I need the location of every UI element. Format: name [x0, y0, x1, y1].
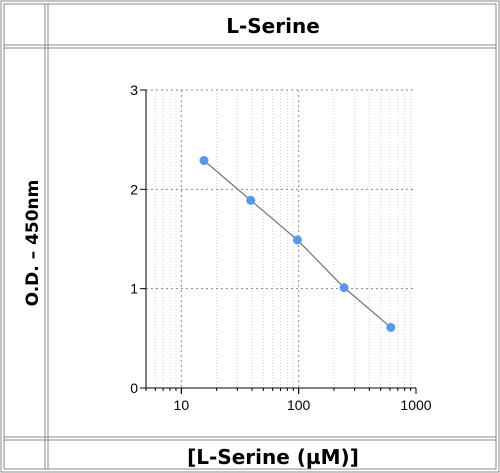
data-point	[246, 195, 256, 205]
inner-border	[3, 3, 497, 470]
data-point	[339, 283, 349, 293]
x-tick-label: 10	[174, 397, 190, 413]
y-tick-label: 3	[130, 82, 138, 98]
y-tick-label: 1	[130, 281, 138, 297]
x-tick-label: 100	[287, 397, 311, 413]
data-point	[199, 156, 209, 166]
chart-title: L-Serine	[226, 14, 320, 38]
data-point	[292, 235, 302, 245]
y-axis-label: O.D. – 450nm	[23, 180, 43, 307]
x-tick-label: 1000	[400, 397, 431, 413]
y-tick-label: 0	[130, 380, 138, 396]
x-axis-label: [L-Serine (µM)]	[187, 445, 359, 469]
y-tick-label: 2	[130, 181, 138, 197]
plot-area: 0 1 2 3 10 100 1000	[130, 82, 432, 413]
data-point	[386, 322, 396, 332]
